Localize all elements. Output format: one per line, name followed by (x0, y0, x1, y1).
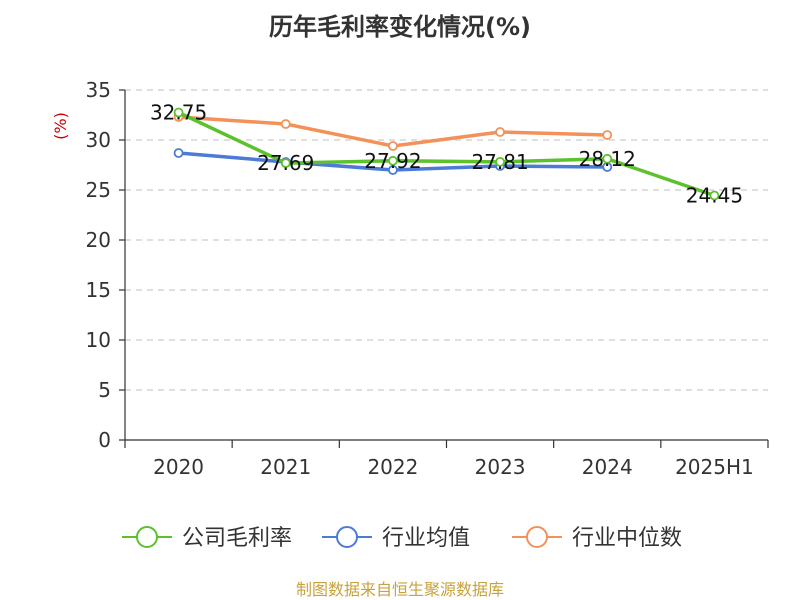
y-tick-label: 25 (86, 178, 111, 202)
series-2 (173, 112, 613, 151)
data-point (388, 165, 398, 175)
legend-label: 行业中位数 (572, 526, 682, 551)
series-line (176, 110, 717, 198)
legend-marker (136, 526, 158, 548)
legend-marker (336, 526, 358, 548)
series-0 (173, 107, 720, 201)
data-labels: 32.75 27.69 27.92 27.81 28.12 24.45 (150, 101, 743, 208)
data-point (602, 153, 613, 164)
grid-lines (125, 89, 768, 391)
data-point (495, 156, 505, 167)
axes: 0 5 10 15 20 25 30 35 2020 2021 2022 2023 2024 2025H1 (86, 78, 769, 479)
data-point (280, 158, 291, 169)
data-point (602, 130, 613, 140)
series-lines (173, 107, 720, 201)
data-point (173, 107, 184, 118)
data-label: 27.69 (257, 151, 314, 175)
y-tick-label: 10 (86, 328, 111, 352)
data-point (495, 127, 505, 137)
legend-label: 公司毛利率 (182, 526, 292, 551)
y-tick-label: 30 (86, 128, 111, 152)
legend-marker (526, 526, 548, 548)
y-tick-label: 15 (86, 278, 111, 302)
x-tick-label: 2020 (153, 455, 204, 479)
data-point (388, 155, 398, 166)
y-tick-label: 5 (98, 378, 111, 402)
data-point (388, 141, 398, 151)
chart-title: 历年毛利率变化情况(%) (269, 13, 531, 41)
data-label: 32.75 (150, 101, 207, 125)
data-label: 27.81 (471, 150, 528, 174)
y-tick-label: 35 (86, 78, 111, 102)
y-tick-label: 0 (98, 428, 111, 452)
legend: 公司毛利率 行业均值 行业中位数 (122, 526, 682, 551)
data-point (709, 190, 720, 201)
data-label: 24.45 (686, 184, 743, 208)
legend-item[interactable]: 行业均值 (322, 526, 470, 551)
legend-label: 行业均值 (382, 526, 470, 551)
source-note: 制图数据来自恒生聚源数据库 (296, 580, 504, 599)
data-label: 28.12 (579, 147, 636, 171)
y-tick-label: 20 (86, 228, 111, 252)
x-tick-label: 2021 (260, 455, 311, 479)
data-point (280, 119, 291, 129)
legend-item[interactable]: 公司毛利率 (122, 526, 292, 551)
x-tick-label: 2025H1 (675, 455, 754, 479)
legend-item[interactable]: 行业中位数 (512, 526, 682, 551)
data-label: 27.92 (364, 149, 421, 173)
x-tick-label: 2024 (582, 455, 633, 479)
x-tick-label: 2023 (475, 455, 526, 479)
y-axis-label: (%) (51, 112, 70, 140)
data-point (173, 148, 184, 158)
x-tick-label: 2022 (367, 455, 418, 479)
